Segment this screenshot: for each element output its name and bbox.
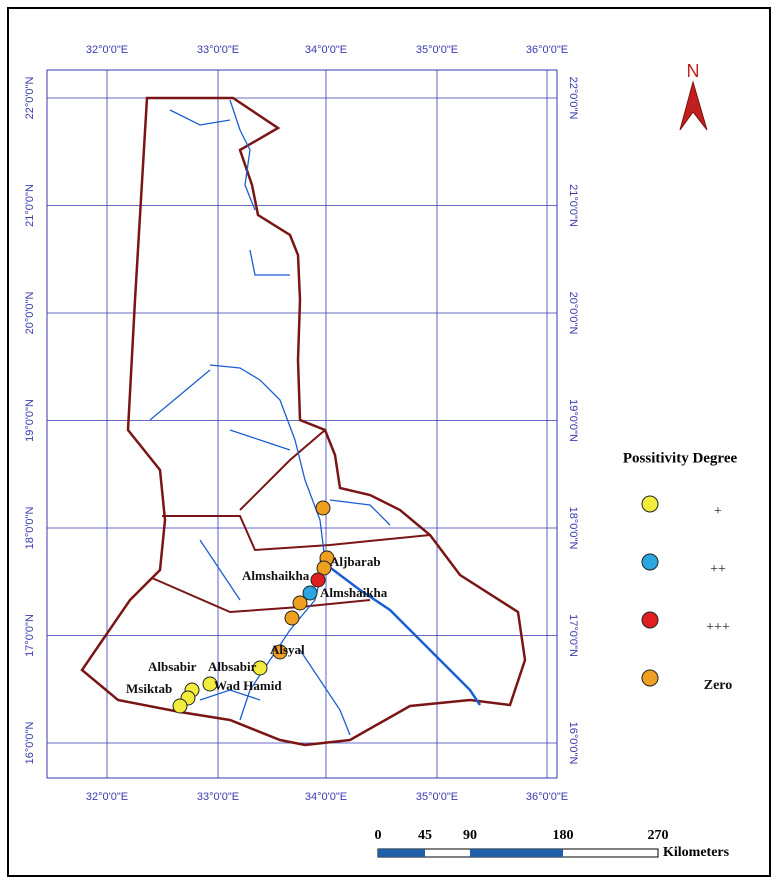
y-label: 21°0'0"N	[24, 184, 36, 227]
region-boundary	[80, 96, 527, 747]
y-label: 18°0'0"N	[24, 507, 36, 550]
y-label: 20°0'0"N	[567, 292, 579, 335]
graticule: 32°0'0"E 32°0'0"E 33°0'0"E 33°0'0"E 34°0'0"E…	[24, 44, 579, 803]
y-label: 17°0'0"N	[567, 614, 579, 657]
scale-segment	[470, 849, 563, 857]
site-marker	[292, 595, 308, 611]
place-label: Albsabir	[148, 659, 197, 674]
x-label: 32°0'0"E	[86, 44, 128, 56]
legend-symbol	[641, 553, 659, 571]
legend-symbol	[641, 611, 659, 629]
scale-unit: Kilometers	[663, 845, 730, 860]
site-marker	[202, 676, 218, 692]
north-label: N	[687, 61, 700, 81]
legend-title: Possitivity Degree	[623, 450, 738, 466]
sites	[172, 500, 335, 714]
north-arrow	[679, 80, 708, 131]
map-frame	[46, 69, 558, 779]
y-label: 19°0'0"N	[567, 399, 579, 442]
place-label: Alsyal	[270, 642, 305, 657]
district-boundaries	[151, 429, 431, 614]
place-label: Almshaikha	[242, 568, 310, 583]
place-label: Almshaikha	[320, 585, 388, 600]
scale-tick-label: 90	[463, 828, 477, 843]
y-label: 19°0'0"N	[24, 399, 36, 442]
site-marker	[310, 572, 326, 588]
scale-tick-label: 0	[375, 828, 382, 843]
scale-bar: Kilometers 0 45 90 180 270	[375, 828, 730, 860]
site-marker	[284, 610, 300, 626]
site-marker	[316, 560, 332, 576]
y-label: 17°0'0"N	[24, 614, 36, 657]
place-label: Msiktab	[126, 681, 172, 696]
x-label: 36°0'0"E	[526, 44, 568, 56]
scale-tick-label: 270	[648, 828, 669, 843]
outer-frame	[7, 7, 771, 877]
y-label: 16°0'0"N	[24, 722, 36, 765]
legend-label: Zero	[704, 678, 733, 693]
x-label: 33°0'0"E	[197, 791, 239, 803]
legend-symbol	[641, 495, 659, 513]
x-label: 32°0'0"E	[86, 791, 128, 803]
rivers	[149, 99, 482, 736]
x-label: 34°0'0"E	[305, 44, 347, 56]
site-marker	[302, 585, 318, 601]
y-label: 22°0'0"N	[567, 77, 579, 120]
y-label: 18°0'0"N	[567, 507, 579, 550]
scale-tick-label: 45	[418, 828, 432, 843]
site-marker	[172, 698, 188, 714]
legend-label: ++	[710, 562, 726, 577]
legend-label: +++	[706, 620, 730, 635]
x-label: 35°0'0"E	[416, 791, 458, 803]
place-label: Albsabir	[208, 659, 257, 674]
legend-symbol	[641, 669, 659, 687]
site-marker	[272, 644, 288, 660]
x-label: 33°0'0"E	[197, 44, 239, 56]
x-label: 35°0'0"E	[416, 44, 458, 56]
site-marker	[252, 660, 268, 676]
y-label: 20°0'0"N	[24, 292, 36, 335]
x-label: 36°0'0"E	[526, 791, 568, 803]
y-label: 21°0'0"N	[567, 184, 579, 227]
scale-tick-label: 180	[553, 828, 574, 843]
y-label: 16°0'0"N	[567, 722, 579, 765]
scale-segment	[378, 849, 425, 857]
site-marker	[315, 500, 331, 516]
legend-label: +	[714, 504, 722, 519]
legend: Possitivity Degree ++++++Zero	[623, 450, 738, 693]
place-label: Wad Hamid	[214, 678, 282, 693]
y-label: 22°0'0"N	[24, 77, 36, 120]
x-label: 34°0'0"E	[305, 791, 347, 803]
place-label: Aljbarab	[330, 554, 381, 569]
